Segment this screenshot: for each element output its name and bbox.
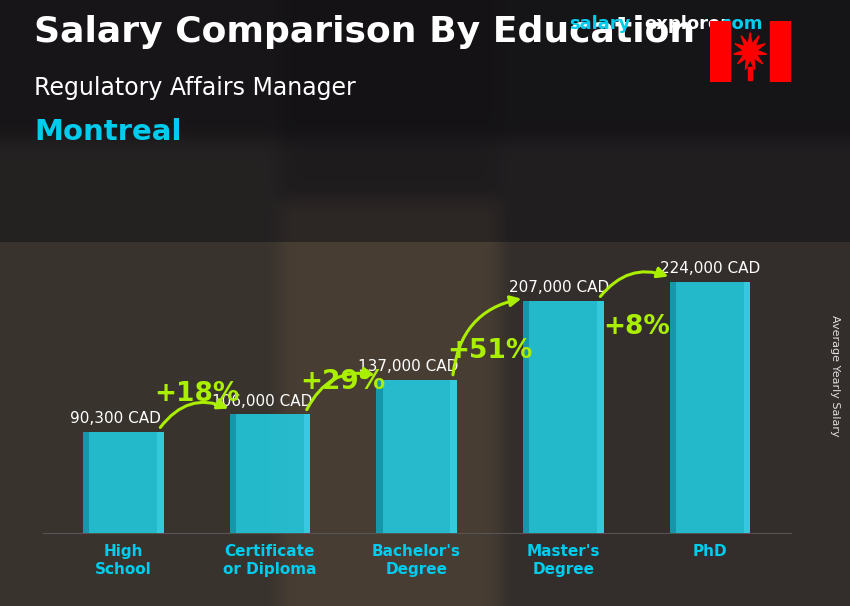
Bar	[377, 379, 456, 533]
Text: +8%: +8%	[603, 315, 670, 340]
Bar	[748, 67, 752, 81]
Text: salary: salary	[570, 15, 631, 33]
Bar	[450, 379, 456, 533]
Bar	[670, 282, 751, 533]
Text: .com: .com	[714, 15, 762, 33]
Text: 137,000 CAD: 137,000 CAD	[358, 359, 459, 374]
FancyArrowPatch shape	[161, 400, 225, 427]
Text: 106,000 CAD: 106,000 CAD	[212, 394, 312, 408]
Bar	[157, 432, 163, 533]
Text: +18%: +18%	[154, 381, 239, 407]
Bar	[230, 415, 310, 533]
Bar	[597, 301, 603, 533]
Bar	[523, 301, 604, 533]
Text: Average Yearly Salary: Average Yearly Salary	[830, 315, 840, 436]
Text: Regulatory Affairs Manager: Regulatory Affairs Manager	[34, 76, 356, 100]
Bar	[82, 432, 89, 533]
Text: Salary Comparison By Education: Salary Comparison By Education	[34, 15, 695, 49]
Bar	[770, 21, 790, 82]
Text: 207,000 CAD: 207,000 CAD	[509, 281, 609, 295]
Bar	[523, 301, 530, 533]
Text: Montreal: Montreal	[34, 118, 182, 146]
Bar	[744, 282, 751, 533]
FancyArrowPatch shape	[307, 368, 371, 410]
Text: +29%: +29%	[301, 369, 386, 395]
Bar	[710, 21, 730, 82]
Bar	[670, 282, 676, 533]
Text: +51%: +51%	[447, 339, 532, 364]
Bar	[377, 379, 382, 533]
Text: explorer: explorer	[644, 15, 729, 33]
Bar	[303, 415, 310, 533]
Text: 90,300 CAD: 90,300 CAD	[70, 411, 161, 427]
Polygon shape	[734, 33, 767, 70]
Text: 224,000 CAD: 224,000 CAD	[660, 261, 760, 276]
FancyArrowPatch shape	[600, 268, 666, 296]
Bar	[230, 415, 236, 533]
Bar	[82, 432, 163, 533]
FancyArrowPatch shape	[453, 297, 518, 375]
